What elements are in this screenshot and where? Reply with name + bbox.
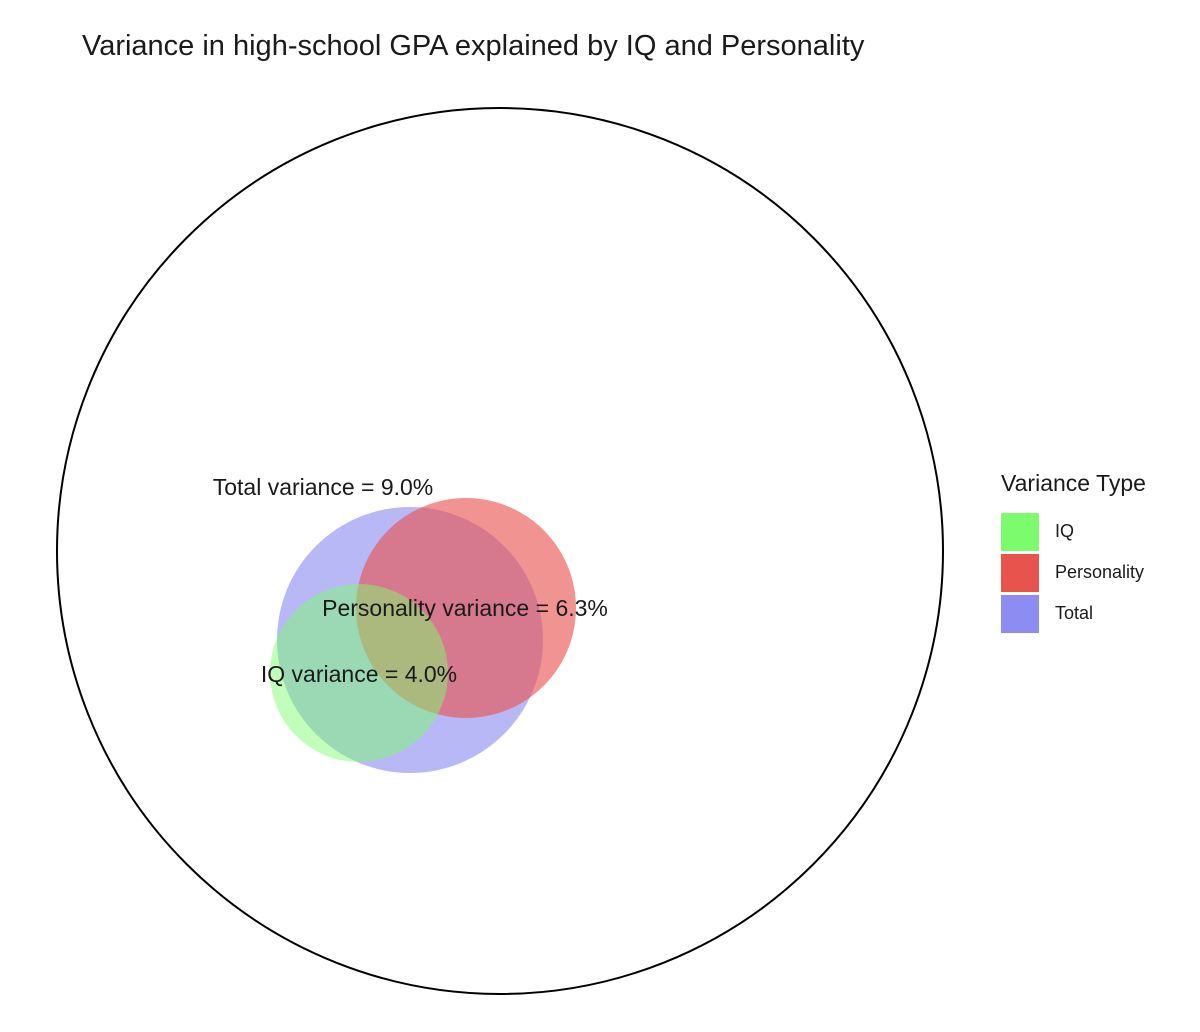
iq-variance-circle — [270, 584, 448, 762]
personality-variance-label: Personality variance = 6.3% — [322, 595, 608, 621]
outer-total-circle — [56, 107, 944, 995]
legend-swatch-personality — [1001, 553, 1039, 592]
legend-swatch-total — [1001, 594, 1039, 633]
legend-label-iq: IQ — [1055, 521, 1075, 541]
legend-item-total: Total — [1001, 593, 1146, 634]
legend-swatch-iq — [1001, 512, 1039, 551]
legend-label-personality: Personality — [1055, 562, 1145, 582]
iq-variance-label: IQ variance = 4.0% — [261, 661, 457, 687]
legend: Variance Type IQ Personality Total — [1001, 470, 1146, 634]
chart-title: Variance in high-school GPA explained by… — [82, 30, 865, 62]
personality-variance-circle — [356, 498, 576, 718]
legend-label-total: Total — [1055, 603, 1094, 623]
legend-item-iq: IQ — [1001, 511, 1146, 552]
legend-item-personality: Personality — [1001, 552, 1146, 593]
legend-title: Variance Type — [1001, 470, 1146, 496]
total-variance-label: Total variance = 9.0% — [213, 474, 434, 500]
